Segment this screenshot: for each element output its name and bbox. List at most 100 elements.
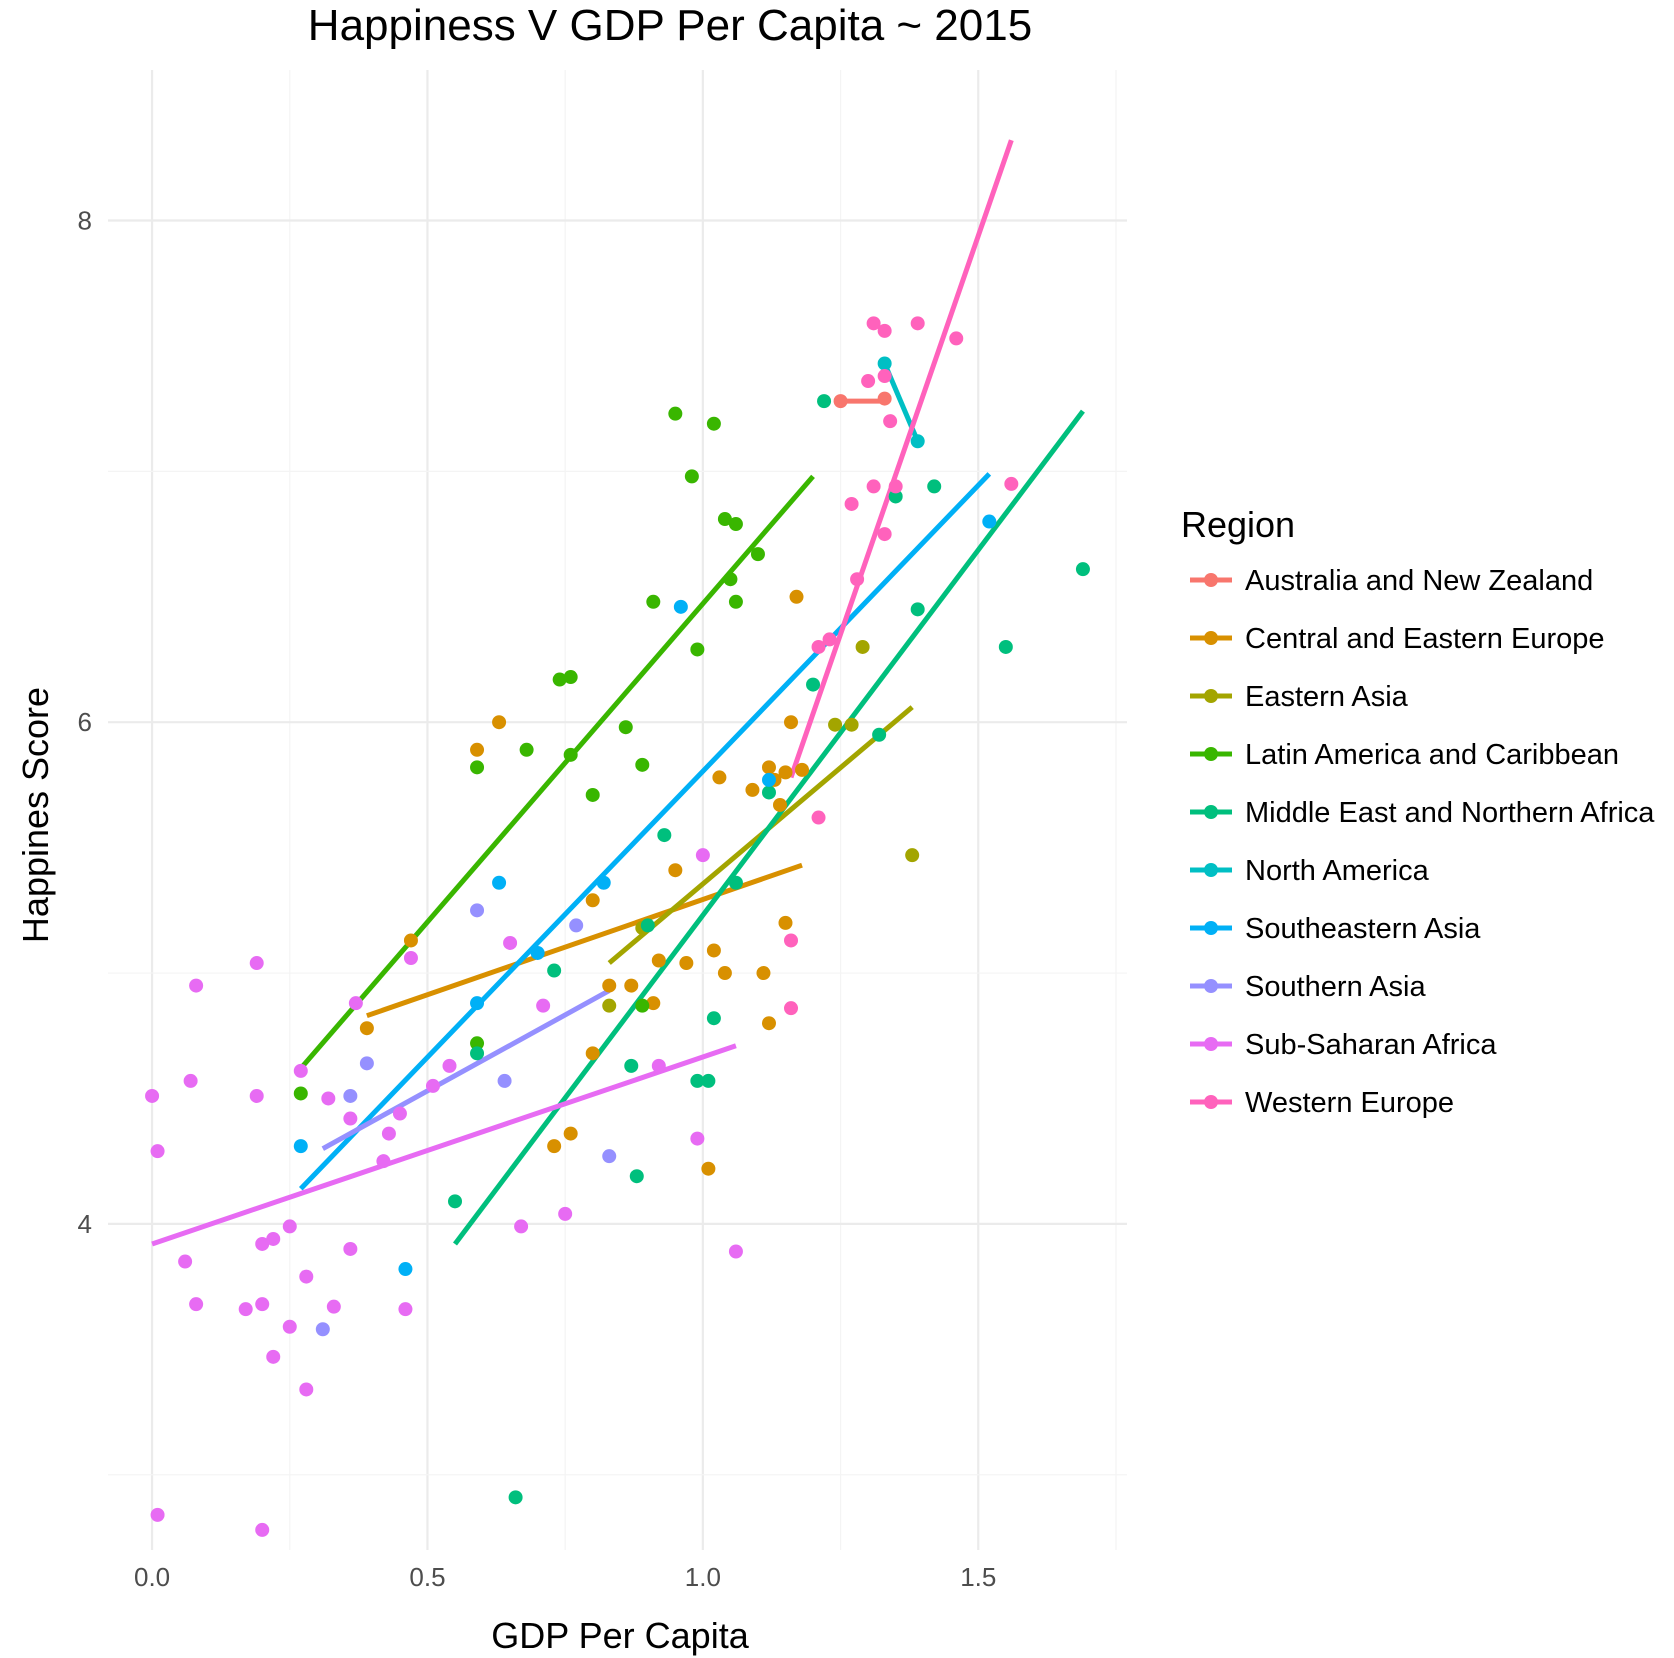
legend-item-southern-asia: Southern Asia — [1190, 971, 1426, 1003]
y-tick-label: 6 — [78, 707, 92, 737]
point-central-and-eastern-europe — [547, 1139, 562, 1154]
point-western-europe — [883, 414, 898, 429]
point-latin-america-and-caribbean — [717, 512, 732, 527]
x-axis-ticks: 0.0 0.5 1.0 1.5 — [134, 1562, 996, 1592]
point-middle-east-and-northern-africa — [508, 1490, 523, 1505]
legend-label: Central and Eastern Europe — [1245, 623, 1605, 655]
point-latin-america-and-caribbean — [552, 672, 567, 687]
point-sub-saharan-africa — [392, 1106, 407, 1121]
point-sub-saharan-africa — [558, 1206, 573, 1221]
point-north-america — [910, 434, 925, 449]
point-sub-saharan-africa — [282, 1319, 297, 1334]
point-central-and-eastern-europe — [492, 715, 507, 730]
legend-key-point — [1204, 631, 1218, 645]
point-sub-saharan-africa — [266, 1231, 281, 1246]
point-middle-east-and-northern-africa — [470, 1046, 485, 1061]
point-sub-saharan-africa — [189, 1297, 204, 1312]
point-middle-east-and-northern-africa — [761, 785, 776, 800]
point-southeastern-asia — [470, 996, 485, 1011]
point-southern-asia — [359, 1056, 374, 1071]
point-latin-america-and-caribbean — [723, 572, 738, 587]
point-sub-saharan-africa — [255, 1297, 270, 1312]
point-central-and-eastern-europe — [585, 1046, 600, 1061]
point-sub-saharan-africa — [651, 1058, 666, 1073]
point-sub-saharan-africa — [503, 935, 518, 950]
point-western-europe — [811, 639, 826, 654]
point-sub-saharan-africa — [403, 951, 418, 965]
point-central-and-eastern-europe — [789, 589, 804, 604]
point-western-europe — [949, 331, 964, 346]
point-latin-america-and-caribbean — [470, 760, 485, 775]
point-middle-east-and-northern-africa — [624, 1058, 639, 1073]
legend-label: North America — [1245, 855, 1430, 887]
point-central-and-eastern-europe — [668, 863, 683, 878]
point-central-and-eastern-europe — [761, 760, 776, 775]
point-central-and-eastern-europe — [403, 933, 418, 948]
point-sub-saharan-africa — [299, 1382, 314, 1397]
point-central-and-eastern-europe — [778, 915, 793, 930]
point-sub-saharan-africa — [145, 1088, 160, 1103]
point-latin-america-and-caribbean — [470, 1036, 485, 1051]
point-sub-saharan-africa — [425, 1078, 440, 1093]
point-middle-east-and-northern-africa — [927, 479, 942, 494]
point-sub-saharan-africa — [299, 1269, 314, 1284]
point-latin-america-and-caribbean — [635, 998, 650, 1013]
point-sub-saharan-africa — [381, 1126, 396, 1141]
point-middle-east-and-northern-africa — [448, 1194, 463, 1209]
point-sub-saharan-africa — [326, 1299, 341, 1314]
point-latin-america-and-caribbean — [684, 469, 699, 484]
point-sub-saharan-africa — [293, 1063, 308, 1078]
point-sub-saharan-africa — [150, 1507, 165, 1522]
legend-label: Eastern Asia — [1245, 681, 1409, 713]
grid — [108, 70, 1127, 1550]
point-central-and-eastern-europe — [745, 782, 760, 797]
point-western-europe — [850, 572, 865, 587]
trend-line-latin-america-and-caribbean — [298, 474, 815, 1071]
point-middle-east-and-northern-africa — [701, 1073, 716, 1088]
point-southeastern-asia — [398, 1262, 413, 1277]
point-sub-saharan-africa — [238, 1302, 253, 1317]
legend-item-sub-saharan-africa: Sub-Saharan Africa — [1190, 1029, 1497, 1061]
legend-item-southeastern-asia: Southeastern Asia — [1190, 913, 1481, 945]
legend-label: Australia and New Zealand — [1245, 565, 1593, 597]
legend-title: Region — [1181, 504, 1295, 545]
point-central-and-eastern-europe — [602, 978, 617, 993]
legend-label: Southeastern Asia — [1245, 913, 1481, 945]
point-western-europe — [888, 479, 903, 494]
point-western-europe — [811, 810, 826, 825]
data-points — [145, 316, 1090, 1537]
point-sub-saharan-africa — [282, 1219, 297, 1234]
point-central-and-eastern-europe — [679, 956, 694, 971]
point-latin-america-and-caribbean — [646, 594, 661, 609]
point-sub-saharan-africa — [249, 956, 264, 971]
point-middle-east-and-northern-africa — [690, 1073, 705, 1088]
trend-line-central-and-eastern-europe — [366, 862, 803, 1019]
y-tick-label: 4 — [78, 1209, 92, 1239]
point-sub-saharan-africa — [183, 1073, 198, 1088]
point-southeastern-asia — [293, 1139, 308, 1154]
legend-item-central-and-eastern-europe: Central and Eastern Europe — [1190, 623, 1605, 655]
point-central-and-eastern-europe — [795, 762, 810, 777]
legend-key-point — [1204, 689, 1218, 703]
point-central-and-eastern-europe — [563, 1126, 578, 1141]
point-central-and-eastern-europe — [706, 943, 721, 958]
point-sub-saharan-africa — [266, 1349, 281, 1364]
trend-line-middle-east-and-northern-africa — [453, 409, 1085, 1246]
point-latin-america-and-caribbean — [690, 642, 705, 657]
legend-key-point — [1204, 1037, 1218, 1051]
point-middle-east-and-northern-africa — [998, 639, 1013, 654]
point-western-europe — [910, 316, 925, 331]
point-western-europe — [784, 933, 799, 948]
point-australia-and-new-zealand — [877, 391, 892, 406]
point-western-europe — [784, 1001, 799, 1016]
point-sub-saharan-africa — [150, 1144, 165, 1159]
point-middle-east-and-northern-africa — [640, 918, 655, 933]
point-western-europe — [861, 374, 876, 389]
point-sub-saharan-africa — [376, 1154, 391, 1169]
point-eastern-asia — [855, 639, 870, 654]
trend-line-southeastern-asia — [298, 472, 992, 1191]
point-latin-america-and-caribbean — [563, 670, 578, 685]
point-southern-asia — [497, 1073, 512, 1088]
